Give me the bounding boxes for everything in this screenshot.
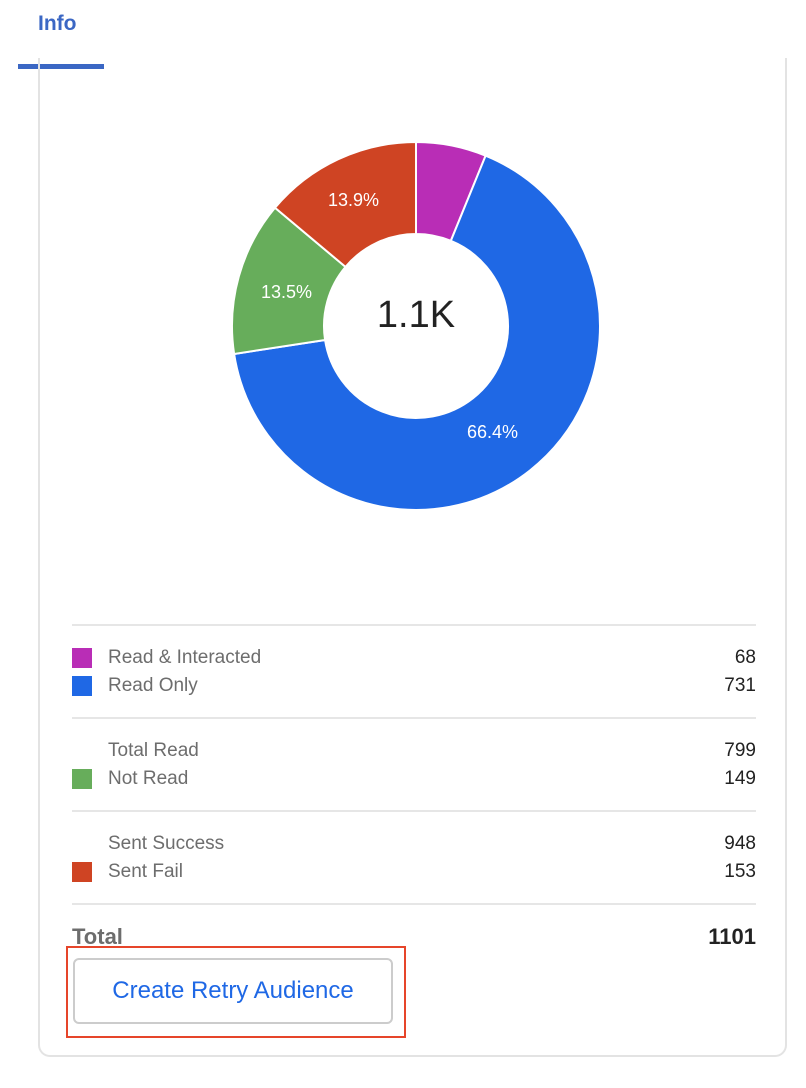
legend-row-read-interacted: Read & Interacted 68 [72,644,756,672]
swatch-read-interacted [72,648,92,668]
donut-slice-read-only [232,154,600,510]
legend-row-not-read: Not Read 149 [72,765,756,793]
divider [72,717,756,719]
divider [72,903,756,905]
legend-value: 799 [724,740,756,761]
legend-row-read-only: Read Only 731 [72,672,756,700]
legend-label: Read Only [108,675,198,696]
legend-table: Read & Interacted 68 Read Only 731 Total… [72,624,756,953]
legend-label: Sent Success [108,833,225,854]
highlight-box [66,946,406,1038]
legend-value: 948 [724,833,756,854]
legend-value: 731 [724,675,756,696]
create-retry-audience-button[interactable]: Create Retry Audience [73,958,393,1024]
legend-label: Total Read [108,740,199,761]
legend-value: 149 [724,768,756,789]
legend-value: 68 [734,647,756,668]
swatch-sent-fail [72,862,92,882]
total-value: 1101 [708,924,756,949]
info-card [38,58,787,1057]
donut-center-total: 1.1K [376,294,456,336]
legend-row-sent-fail: Sent Fail 153 [72,858,756,886]
slice-label-not-read: 13.5% [261,282,313,302]
divider [72,624,756,626]
legend-group-read: Read & Interacted 68 Read Only 731 [72,626,756,717]
legend-row-sent-success: Sent Success 948 [72,830,756,858]
legend-label: Sent Fail [108,861,183,882]
swatch-read-only [72,676,92,696]
legend-total-row: Total 1101 [72,921,756,953]
slice-label-sent-fail: 13.9% [328,190,380,210]
tab-info-label: Info [38,12,77,35]
donut-chart [232,142,600,510]
tab-info[interactable]: Info [18,0,104,70]
legend-group-sent: Sent Success 948 Sent Fail 153 [72,812,756,903]
total-label: Total [72,924,123,949]
divider [72,810,756,812]
legend-value: 153 [724,861,756,882]
legend-group-total-read: Total Read 799 Not Read 149 [72,719,756,810]
slice-label-read-only: 66.4% [467,422,519,442]
legend-label: Read & Interacted [108,647,262,668]
donut-slice-sent-fail [273,142,417,269]
legend-label: Not Read [108,768,189,789]
legend-row-total-read: Total Read 799 [72,737,756,765]
tab-active-indicator [18,64,104,69]
swatch-not-read [72,769,92,789]
